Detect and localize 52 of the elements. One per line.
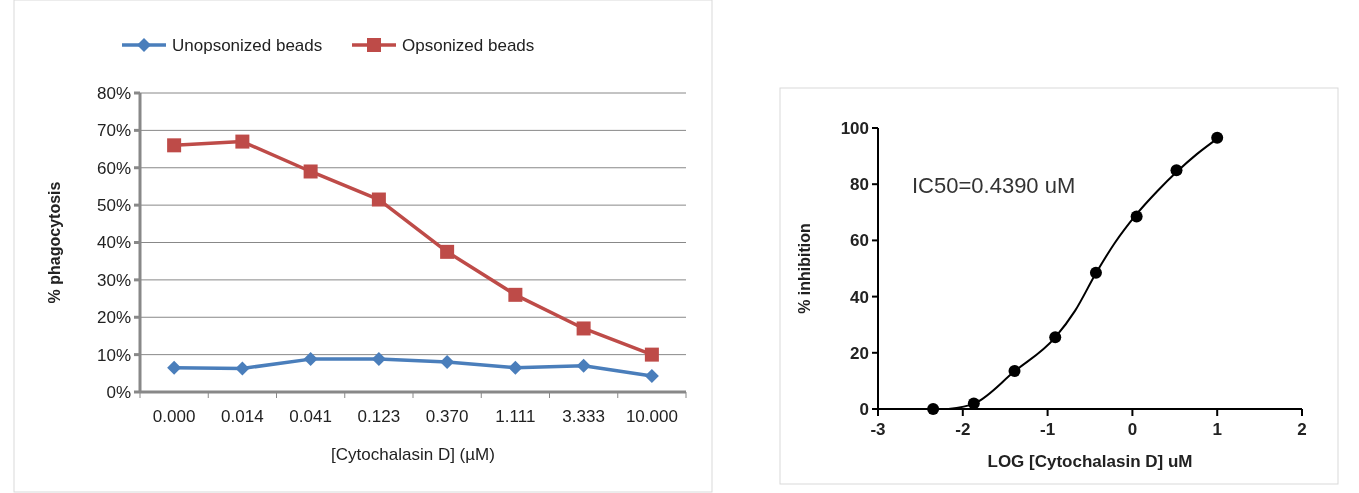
point <box>235 134 250 149</box>
x-tick-label: 0.014 <box>221 407 264 426</box>
annotation: IC50=0.4390 uM <box>912 173 1076 198</box>
point <box>235 361 250 376</box>
point <box>167 360 182 375</box>
y-axis-title: % phagocytosis <box>46 181 63 304</box>
point <box>644 347 659 362</box>
x-tick-label: 0.123 <box>357 407 401 426</box>
legend-label: Unopsonized beads <box>172 35 323 55</box>
point <box>644 368 659 383</box>
x-tick-label: 0.370 <box>425 407 469 426</box>
y-tick-label: 60% <box>96 158 131 178</box>
y-tick-label: 40% <box>96 233 131 253</box>
point <box>371 192 386 207</box>
point <box>371 352 386 367</box>
y-tick-label: 20 <box>850 343 869 363</box>
point <box>303 164 318 179</box>
x-axis-title: LOG [Cytochalasin D] uM <box>987 452 1193 471</box>
y-tick-label: 10% <box>96 345 131 365</box>
y-tick-label: 80 <box>850 175 869 195</box>
x-tick-label: 10.000 <box>625 407 678 426</box>
point <box>927 403 940 415</box>
point <box>508 287 523 302</box>
x-axis-title: [Cytochalasin D] (µM) <box>331 445 495 464</box>
y-tick-label: 80% <box>96 83 131 103</box>
point <box>167 138 182 153</box>
point <box>576 358 591 373</box>
x-tick-label: 3.333 <box>562 407 605 426</box>
point <box>303 352 318 367</box>
y-tick-label: 100 <box>840 118 869 138</box>
x-tick-label: 0 <box>1127 420 1138 439</box>
x-tick-label: 0.041 <box>289 407 332 426</box>
point <box>440 244 455 259</box>
y-tick-label: 0% <box>106 382 131 402</box>
point <box>508 360 523 375</box>
point <box>576 321 591 336</box>
x-tick-label: 1 <box>1212 420 1222 439</box>
x-tick-label: 0.000 <box>152 407 196 426</box>
y-tick-label: 70% <box>96 121 131 141</box>
x-tick-label: -1 <box>1040 420 1056 439</box>
x-tick-label: 1.111 <box>495 407 536 426</box>
x-tick-label: -3 <box>870 420 886 439</box>
y-axis-title: % inhibition <box>796 223 813 314</box>
x-tick-label: -2 <box>955 420 971 439</box>
y-tick-label: 40 <box>850 287 869 307</box>
legend-label: Opsonized beads <box>402 35 535 55</box>
x-tick-label: 2 <box>1297 420 1307 439</box>
y-tick-label: 20% <box>96 308 131 328</box>
y-tick-label: 60 <box>850 231 869 251</box>
y-tick-label: 50% <box>96 196 131 216</box>
y-tick-label: 30% <box>96 270 131 290</box>
point <box>440 355 455 370</box>
